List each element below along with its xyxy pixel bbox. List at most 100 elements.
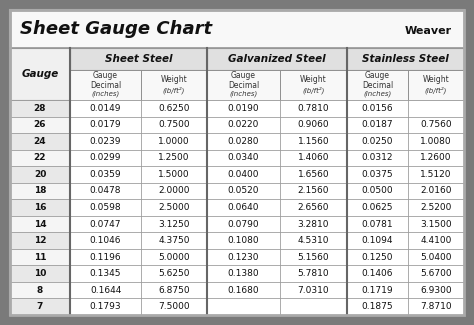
Text: 0.1196: 0.1196: [90, 253, 121, 262]
Bar: [207, 48, 347, 70]
Text: 3.1250: 3.1250: [158, 220, 190, 228]
Bar: [280, 216, 347, 232]
Text: 0.0179: 0.0179: [90, 120, 121, 129]
Bar: [141, 232, 207, 249]
Bar: [141, 70, 207, 100]
Text: 0.0156: 0.0156: [362, 104, 393, 113]
Bar: [141, 100, 207, 117]
Text: 0.0790: 0.0790: [228, 220, 259, 228]
Bar: [10, 100, 70, 117]
Bar: [141, 216, 207, 232]
Text: 0.1680: 0.1680: [228, 286, 259, 295]
Bar: [207, 166, 280, 183]
Bar: [280, 298, 347, 315]
Text: 0.1250: 0.1250: [362, 253, 393, 262]
Text: 5.0000: 5.0000: [158, 253, 190, 262]
Text: 24: 24: [34, 137, 46, 146]
Bar: [10, 199, 70, 216]
Bar: [70, 70, 141, 100]
Bar: [347, 70, 408, 100]
Text: Stainless Steel: Stainless Steel: [362, 54, 449, 64]
Text: 1.2600: 1.2600: [420, 153, 452, 162]
Text: 0.1406: 0.1406: [362, 269, 393, 278]
Bar: [70, 282, 141, 298]
Bar: [347, 298, 408, 315]
Bar: [347, 232, 408, 249]
Text: 1.5120: 1.5120: [420, 170, 452, 179]
Bar: [207, 298, 280, 315]
Text: 28: 28: [34, 104, 46, 113]
Text: 20: 20: [34, 170, 46, 179]
Text: 0.0598: 0.0598: [90, 203, 121, 212]
Bar: [141, 199, 207, 216]
Bar: [207, 183, 280, 199]
Text: 3.2810: 3.2810: [298, 220, 329, 228]
Bar: [141, 166, 207, 183]
Bar: [280, 117, 347, 133]
Bar: [207, 117, 280, 133]
Text: Sheet Gauge Chart: Sheet Gauge Chart: [20, 20, 212, 38]
Bar: [347, 133, 408, 150]
Text: 0.0478: 0.0478: [90, 187, 121, 195]
Bar: [207, 216, 280, 232]
Text: 0.6250: 0.6250: [158, 104, 190, 113]
Bar: [347, 249, 408, 266]
Text: 10: 10: [34, 269, 46, 278]
Bar: [280, 166, 347, 183]
Text: 16: 16: [34, 203, 46, 212]
Bar: [141, 282, 207, 298]
Bar: [141, 249, 207, 266]
Bar: [10, 166, 70, 183]
Text: 0.1380: 0.1380: [228, 269, 259, 278]
Bar: [207, 100, 280, 117]
Text: (inches): (inches): [229, 91, 257, 97]
Text: 0.1230: 0.1230: [228, 253, 259, 262]
Text: (inches): (inches): [363, 91, 392, 97]
Text: 7.5000: 7.5000: [158, 302, 190, 311]
Bar: [141, 266, 207, 282]
Bar: [10, 10, 464, 48]
Text: 5.6700: 5.6700: [420, 269, 452, 278]
Bar: [280, 150, 347, 166]
Bar: [10, 48, 70, 100]
Text: Sheet Steel: Sheet Steel: [105, 54, 172, 64]
Text: 0.9060: 0.9060: [298, 120, 329, 129]
Bar: [10, 232, 70, 249]
Bar: [207, 150, 280, 166]
Bar: [280, 70, 347, 100]
Bar: [207, 282, 280, 298]
Text: Decimal: Decimal: [228, 81, 259, 89]
Text: Weight: Weight: [161, 75, 188, 84]
Text: 5.6250: 5.6250: [158, 269, 190, 278]
Text: 0.7500: 0.7500: [158, 120, 190, 129]
Bar: [347, 117, 408, 133]
Bar: [10, 249, 70, 266]
Text: 2.0160: 2.0160: [420, 187, 452, 195]
Text: 0.7810: 0.7810: [298, 104, 329, 113]
Bar: [280, 100, 347, 117]
Text: 2.1560: 2.1560: [298, 187, 329, 195]
Bar: [207, 266, 280, 282]
Text: 12: 12: [34, 236, 46, 245]
Bar: [10, 183, 70, 199]
Bar: [347, 100, 408, 117]
Text: Gauge: Gauge: [93, 71, 118, 80]
Bar: [347, 199, 408, 216]
Text: 0.0400: 0.0400: [228, 170, 259, 179]
Bar: [70, 266, 141, 282]
Bar: [70, 199, 141, 216]
Bar: [347, 216, 408, 232]
Text: 6.9300: 6.9300: [420, 286, 452, 295]
Bar: [408, 266, 464, 282]
Bar: [408, 117, 464, 133]
Bar: [70, 298, 141, 315]
Bar: [207, 199, 280, 216]
Text: 0.0375: 0.0375: [362, 170, 393, 179]
Text: 0.0500: 0.0500: [362, 187, 393, 195]
Text: 1.5000: 1.5000: [158, 170, 190, 179]
Bar: [141, 150, 207, 166]
Bar: [408, 232, 464, 249]
Text: Decimal: Decimal: [362, 81, 393, 89]
Text: 1.0080: 1.0080: [420, 137, 452, 146]
Text: 1.2500: 1.2500: [158, 153, 190, 162]
